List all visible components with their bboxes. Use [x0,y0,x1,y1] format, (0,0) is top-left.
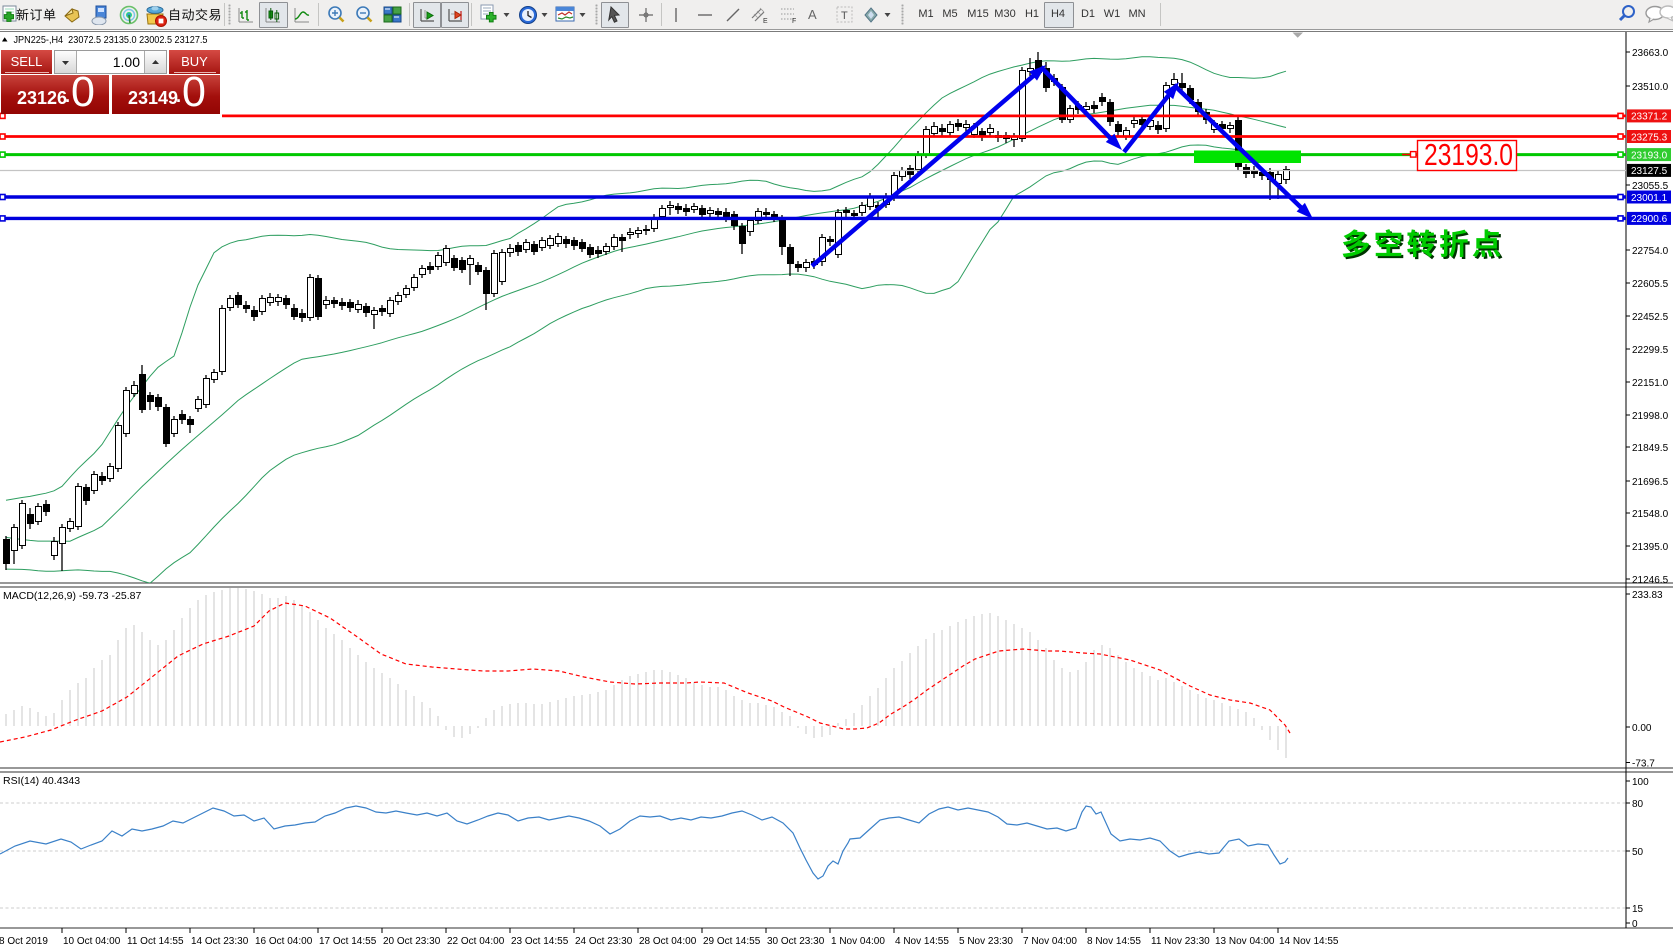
svg-text:JPN225-,H4 23072.5 23135.0 23: JPN225-,H4 23072.5 23135.0 23002.5 23127… [14,34,208,46]
svg-text:23663.0: 23663.0 [1632,48,1669,59]
svg-text:23193.0: 23193.0 [1631,150,1668,161]
svg-text:F: F [792,18,796,25]
svg-text:21548.0: 21548.0 [1632,509,1669,520]
svg-text:22452.5: 22452.5 [1632,312,1669,323]
svg-text:80: 80 [1632,799,1644,810]
svg-text:21696.5: 21696.5 [1632,477,1669,488]
svg-text:233.83: 233.83 [1632,590,1663,601]
svg-text:21246.5: 21246.5 [1632,575,1669,586]
svg-text:23510.0: 23510.0 [1632,82,1669,93]
svg-text:1 Nov 04:00: 1 Nov 04:00 [831,936,885,947]
svg-text:22299.5: 22299.5 [1632,345,1669,356]
svg-text:14 Oct 23:30: 14 Oct 23:30 [191,936,249,947]
svg-text:8 Nov 14:55: 8 Nov 14:55 [1087,936,1141,947]
svg-text:21395.0: 21395.0 [1632,542,1669,553]
svg-text:23001.1: 23001.1 [1631,193,1668,204]
svg-text:23127.5: 23127.5 [1631,166,1668,177]
svg-text:23371.2: 23371.2 [1631,112,1668,123]
svg-text:MACD(12,26,9) -59.73 -25.87: MACD(12,26,9) -59.73 -25.87 [3,590,141,602]
svg-text:28 Oct 04:00: 28 Oct 04:00 [639,936,697,947]
svg-text:50: 50 [1632,847,1644,858]
svg-text:E: E [763,18,768,25]
svg-text:23055.5: 23055.5 [1632,181,1669,192]
svg-text:21849.5: 21849.5 [1632,443,1669,454]
svg-text:23 Oct 14:55: 23 Oct 14:55 [511,936,569,947]
svg-text:22900.6: 22900.6 [1631,214,1668,225]
svg-text:7 Nov 04:00: 7 Nov 04:00 [1023,936,1077,947]
svg-text:11 Nov 23:30: 11 Nov 23:30 [1151,936,1210,947]
svg-text:20 Oct 23:30: 20 Oct 23:30 [383,936,441,947]
svg-text:RSI(14) 40.4343: RSI(14) 40.4343 [3,775,80,787]
svg-text:T: T [841,10,848,22]
svg-text:8 Oct 2019: 8 Oct 2019 [0,936,48,947]
svg-text:16 Oct 04:00: 16 Oct 04:00 [255,936,313,947]
svg-text:15: 15 [1632,904,1644,915]
svg-text:-73.7: -73.7 [1632,759,1655,770]
svg-text:11 Oct 14:55: 11 Oct 14:55 [127,936,184,947]
svg-text:22605.5: 22605.5 [1632,279,1669,290]
svg-text:4 Nov 14:55: 4 Nov 14:55 [895,936,949,947]
svg-text:0: 0 [1632,919,1638,930]
svg-text:30 Oct 23:30: 30 Oct 23:30 [767,936,825,947]
svg-text:21998.0: 21998.0 [1632,411,1669,422]
svg-text:24 Oct 23:30: 24 Oct 23:30 [575,936,633,947]
svg-text:10 Oct 04:00: 10 Oct 04:00 [63,936,121,947]
svg-text:23193.0: 23193.0 [1424,137,1513,172]
svg-text:0.00: 0.00 [1632,723,1652,734]
svg-text:5 Nov 23:30: 5 Nov 23:30 [959,936,1013,947]
svg-text:22754.0: 22754.0 [1632,246,1669,257]
svg-text:13 Nov 04:00: 13 Nov 04:00 [1215,936,1275,947]
svg-text:100: 100 [1632,777,1649,788]
svg-text:14 Nov 14:55: 14 Nov 14:55 [1279,936,1339,947]
svg-text:17 Oct 14:55: 17 Oct 14:55 [319,936,377,947]
svg-text:22151.0: 22151.0 [1632,378,1669,389]
svg-text:22 Oct 04:00: 22 Oct 04:00 [447,936,505,947]
svg-text:23275.3: 23275.3 [1631,132,1668,143]
svg-text:29 Oct 14:55: 29 Oct 14:55 [703,936,761,947]
